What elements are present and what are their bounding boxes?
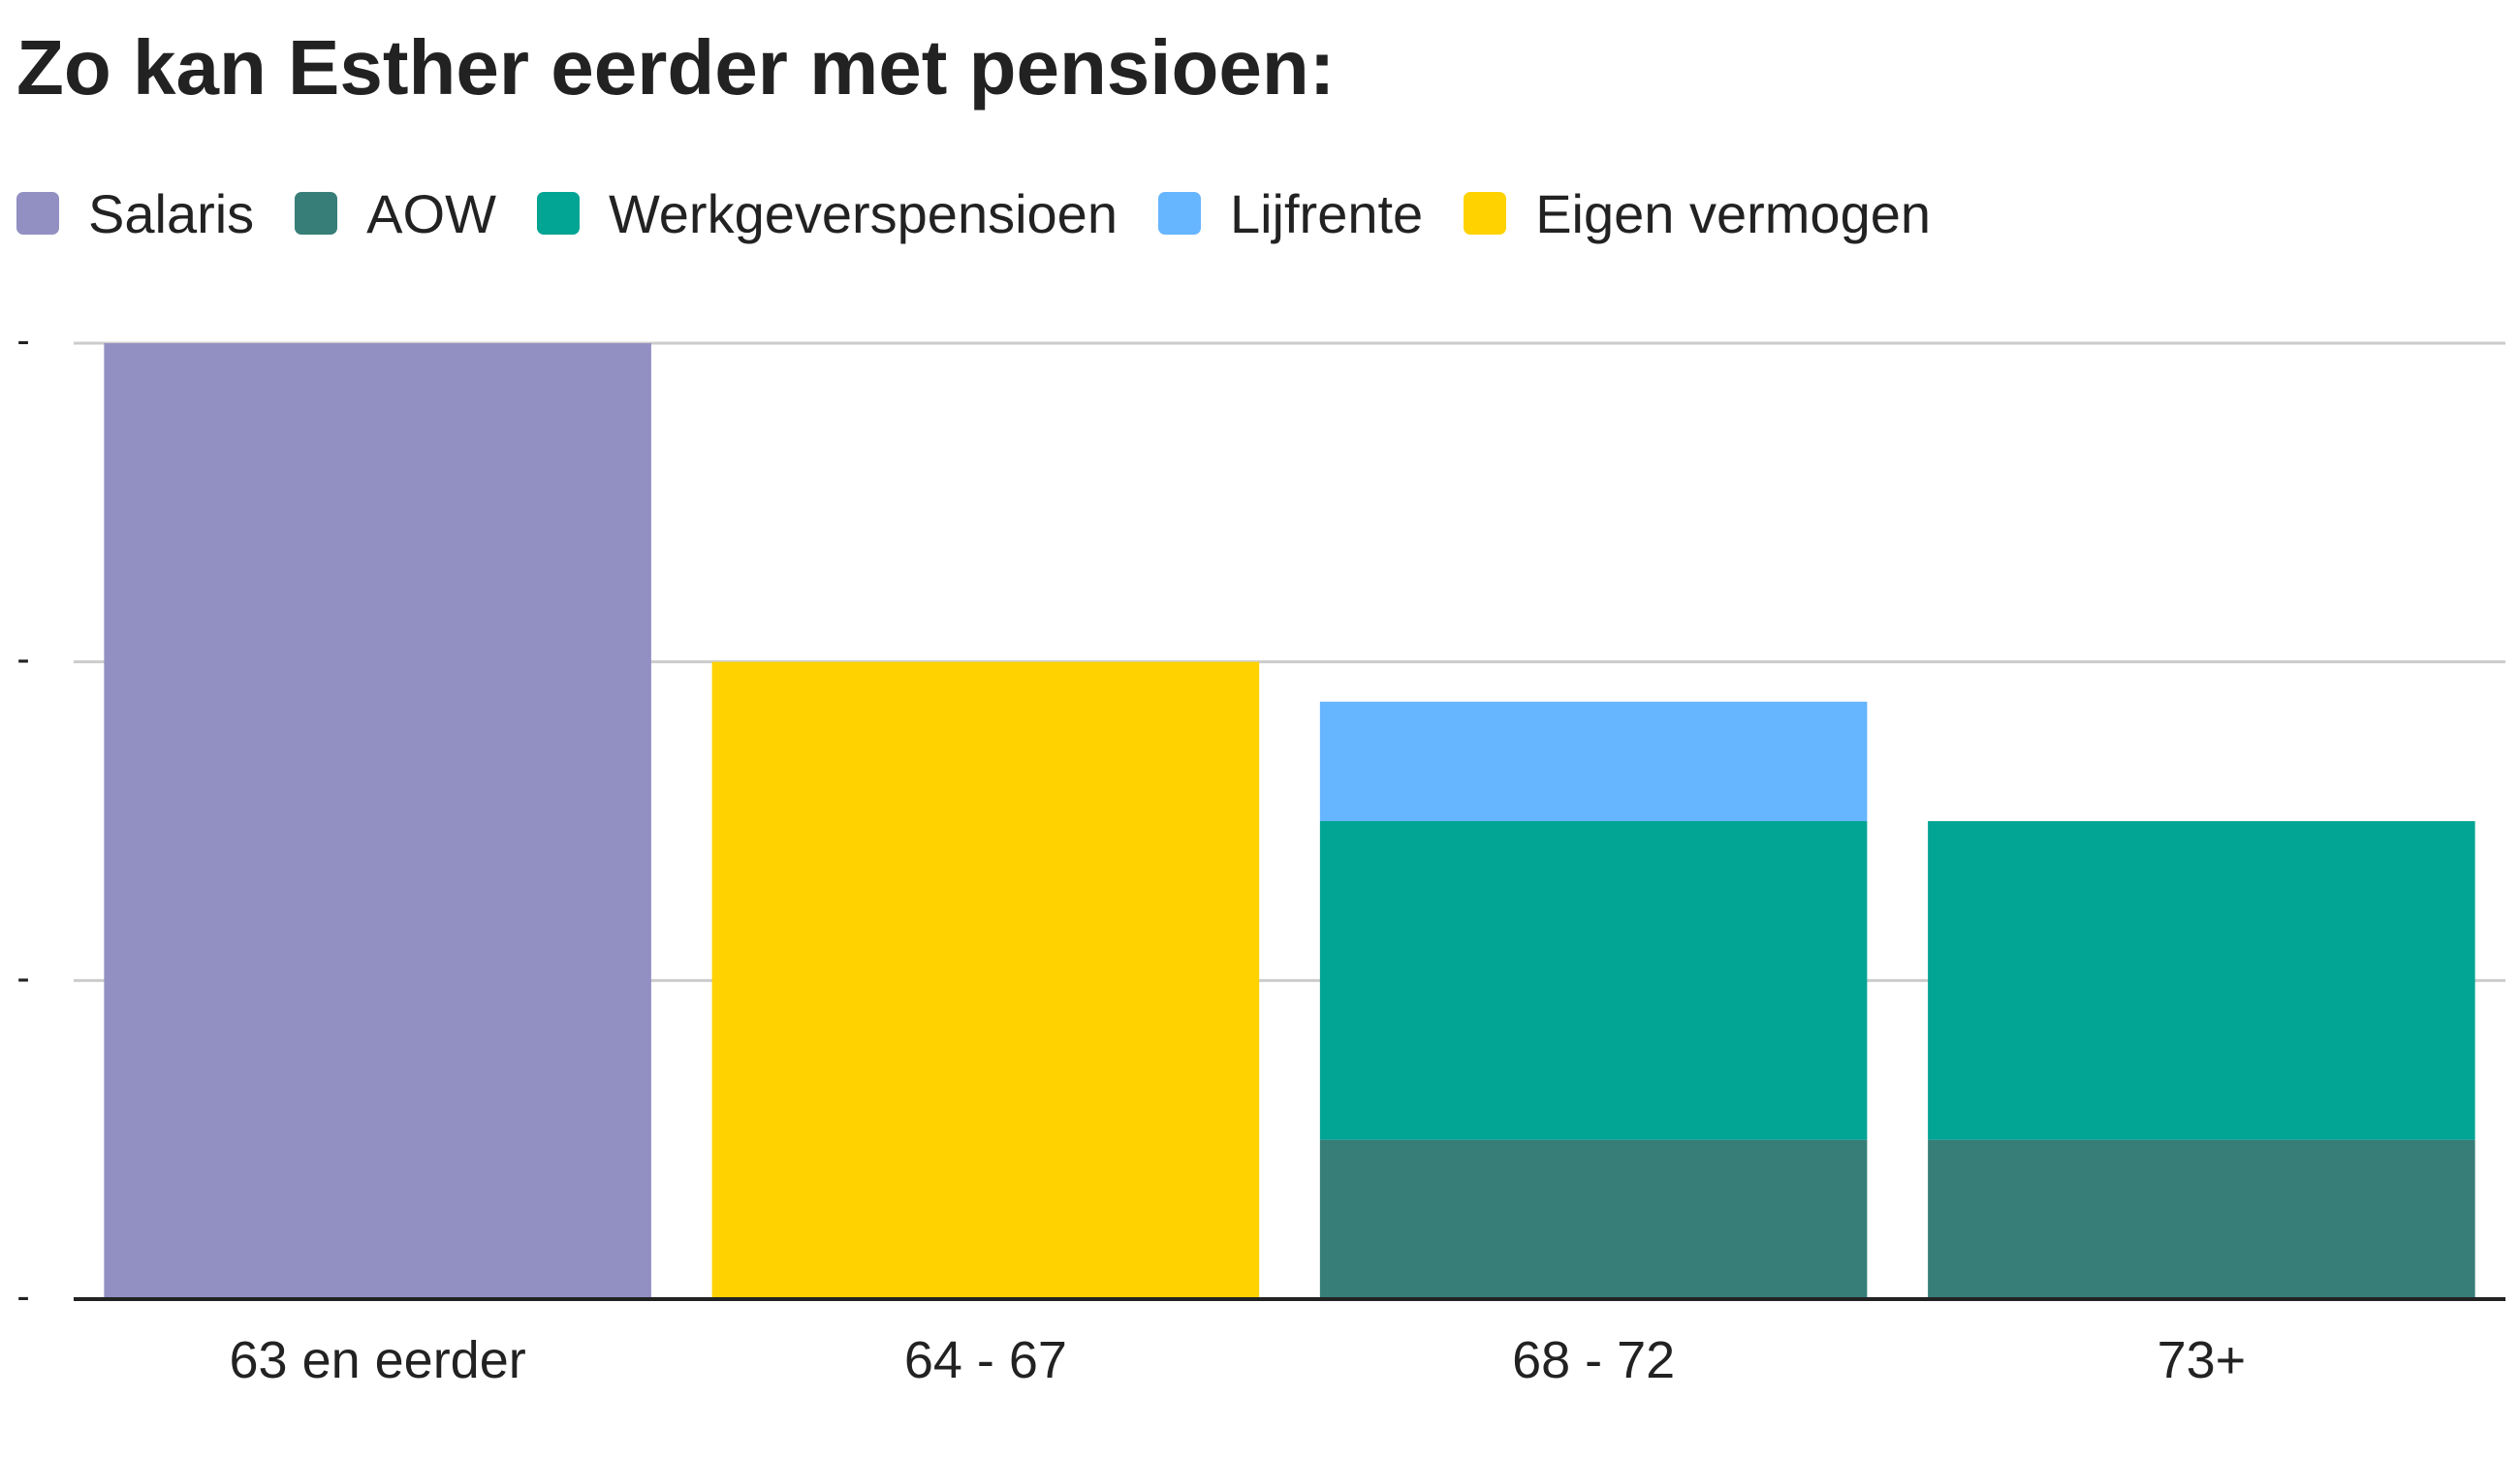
legend-swatch-salaris [16, 192, 59, 235]
bar-segment-aow[interactable] [1928, 1139, 2475, 1299]
chart-legend: Salaris AOW Werkgeverspensioen Lijfrente… [16, 179, 1971, 247]
legend-label-werkgeverspensioen: Werkgeverspensioen [608, 182, 1118, 244]
legend-swatch-eigen-vermogen [1464, 192, 1507, 235]
x-tick-label: 73+ [2158, 1331, 2247, 1389]
bar-segment-werkgeverspensioen[interactable] [1319, 821, 1868, 1140]
y-tick-label: - [16, 1275, 29, 1318]
bars [104, 343, 2475, 1299]
axes: - - - - 63 en eerder 64 - 67 68 - 72 73+ [16, 319, 2505, 1389]
bar-segment-aow[interactable] [1319, 1139, 1868, 1299]
y-tick-label: - [16, 956, 29, 999]
legend-label-salaris: Salaris [88, 182, 255, 244]
legend-label-aow: AOW [366, 182, 496, 244]
legend-swatch-lijfrente [1157, 192, 1201, 235]
bar-segment-salaris[interactable] [104, 343, 651, 1299]
y-tick-label: - [16, 319, 29, 362]
x-tick-label: 64 - 67 [904, 1331, 1067, 1389]
legend-item-aow[interactable]: AOW [295, 182, 496, 245]
x-tick-label: 68 - 72 [1512, 1331, 1675, 1389]
bar-segment-werkgeverspensioen[interactable] [1928, 821, 2475, 1140]
legend-item-lijfrente[interactable]: Lijfrente [1157, 182, 1424, 245]
bar-segment-eigen-vermogen[interactable] [711, 661, 1260, 1299]
bar-segment-lijfrente[interactable] [1319, 701, 1868, 821]
legend-item-salaris[interactable]: Salaris [16, 182, 254, 245]
y-tick-label: - [16, 638, 29, 681]
legend-swatch-werkgeverspensioen [536, 192, 580, 235]
legend-item-werkgeverspensioen[interactable]: Werkgeverspensioen [536, 182, 1118, 245]
x-tick-label: 63 en eerder [230, 1331, 526, 1389]
legend-label-eigen-vermogen: Eigen vermogen [1535, 182, 1932, 244]
legend-item-eigen-vermogen[interactable]: Eigen vermogen [1464, 182, 1931, 245]
legend-label-lijfrente: Lijfrente [1229, 182, 1424, 244]
legend-swatch-aow [295, 192, 338, 235]
chart-title: Zo kan Esther eerder met pensioen: [16, 24, 1336, 111]
